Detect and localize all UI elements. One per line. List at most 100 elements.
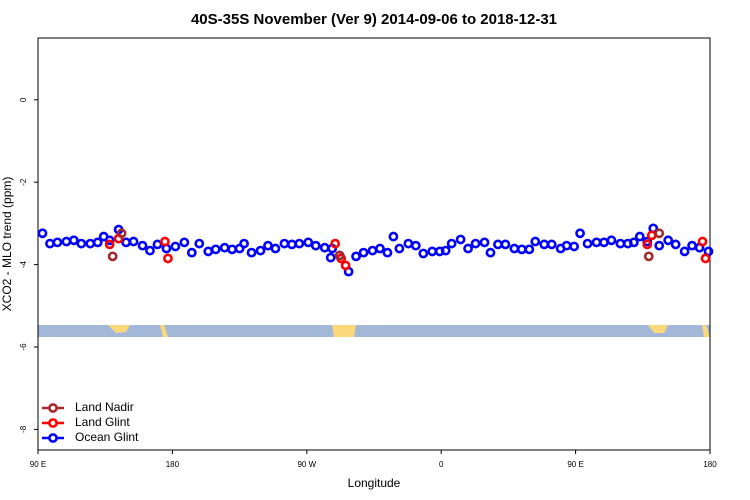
land (648, 325, 668, 333)
point (470, 238, 481, 249)
point (582, 238, 593, 249)
point (325, 252, 336, 263)
point (227, 244, 238, 255)
point (160, 236, 170, 247)
land (702, 325, 710, 337)
point (255, 245, 266, 256)
point (104, 235, 115, 246)
point (68, 235, 79, 246)
point (628, 237, 639, 248)
legend-marker (48, 433, 58, 443)
point (107, 251, 118, 262)
point (463, 243, 473, 254)
point (263, 240, 273, 251)
point (679, 246, 690, 257)
chart-title: 40S-35S November (Ver 9) 2014-09-06 to 2… (191, 11, 557, 28)
x-tick-label: 180 (166, 460, 180, 469)
point (294, 238, 305, 249)
point (170, 241, 181, 252)
y-tick-label: -4 (19, 260, 28, 268)
point (654, 228, 665, 239)
point (687, 240, 697, 251)
x-tick-label: 90 E (567, 460, 583, 469)
point (569, 241, 580, 252)
point (539, 239, 550, 250)
point (152, 239, 163, 250)
point (179, 237, 190, 248)
point (76, 238, 87, 249)
legend-label: Ocean Glint (75, 430, 139, 444)
x-tick-label: 0 (439, 460, 444, 469)
point (561, 240, 572, 251)
point (219, 242, 230, 253)
point (427, 246, 438, 257)
point (516, 244, 527, 255)
point (697, 236, 708, 247)
point (145, 245, 155, 256)
point (210, 244, 221, 255)
legend-marker (48, 403, 58, 413)
point (599, 237, 609, 248)
point (375, 243, 385, 254)
point (524, 244, 535, 255)
y-tick-label: -6 (19, 343, 28, 351)
x-tick-label: 90 E (30, 460, 46, 469)
point (455, 234, 466, 245)
point (394, 243, 405, 254)
point (615, 238, 626, 249)
point (418, 248, 429, 259)
point (410, 240, 421, 251)
legend-marker (48, 418, 58, 428)
point (340, 260, 351, 271)
x-axis-label: Longitude (348, 476, 401, 490)
point (137, 240, 148, 251)
point (116, 228, 127, 239)
point (45, 238, 55, 249)
point (310, 240, 321, 251)
point (92, 237, 103, 248)
land-strip (38, 325, 710, 337)
y-tick-label: -8 (19, 425, 28, 433)
point (330, 238, 341, 249)
point (194, 238, 205, 249)
point (700, 253, 711, 264)
point (52, 237, 63, 248)
land (332, 325, 356, 337)
point (121, 237, 132, 248)
point (388, 231, 399, 242)
legend-label: Land Glint (75, 415, 130, 429)
point (61, 236, 72, 247)
point (351, 251, 361, 262)
point (654, 240, 665, 251)
point (128, 236, 139, 247)
point (546, 239, 557, 250)
point (85, 238, 96, 249)
point (358, 247, 369, 258)
plot-frame (37, 37, 711, 451)
point (530, 236, 541, 247)
point (606, 235, 617, 246)
x-tick-label: 90 W (297, 460, 316, 469)
land (160, 325, 168, 337)
point (479, 237, 490, 248)
y-tick-label: 0 (19, 97, 28, 102)
point (485, 247, 496, 258)
point (246, 247, 257, 258)
point (163, 253, 173, 264)
point (203, 246, 214, 257)
point (403, 238, 414, 249)
point (643, 251, 654, 262)
point (37, 228, 48, 239)
legend-label: Land Nadir (75, 400, 134, 414)
y-axis-label: XCO2 - MLO trend (ppm) (0, 177, 14, 312)
point (446, 238, 457, 249)
point (239, 238, 249, 249)
point (509, 243, 520, 254)
point (104, 239, 115, 250)
point (440, 245, 451, 256)
point (279, 238, 290, 249)
point (186, 247, 197, 258)
ocean-band (38, 325, 710, 337)
point (500, 239, 511, 250)
point (382, 247, 393, 258)
